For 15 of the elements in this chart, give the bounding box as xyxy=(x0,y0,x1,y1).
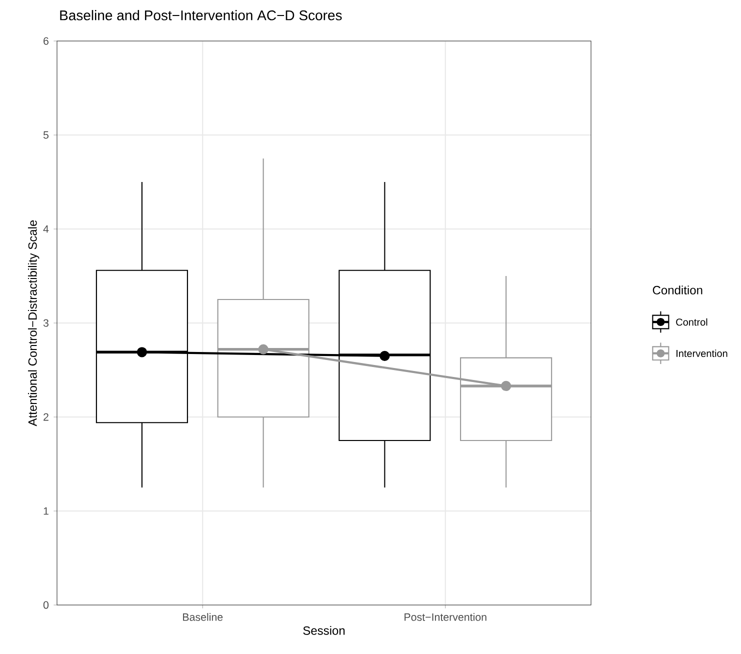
y-axis-title: Attentional Control−Distractibility Scale xyxy=(28,220,40,426)
legend-label: Control xyxy=(676,318,708,326)
legend-title: Condition xyxy=(652,286,702,294)
y-tick-label: 6 xyxy=(44,37,48,45)
y-tick-label: 1 xyxy=(44,507,48,515)
y-tick-label: 3 xyxy=(43,319,48,327)
y-tick-label: 5 xyxy=(43,131,49,139)
x-axis-title: Session xyxy=(303,626,345,635)
y-tick-label: 4 xyxy=(43,225,49,233)
y-tick-label: 2 xyxy=(44,413,48,421)
legend-label: Intervention xyxy=(676,350,728,358)
chart-title: Baseline and Post−Intervention AC−D Scores xyxy=(60,10,342,20)
x-tick-label: Baseline xyxy=(183,613,223,621)
x-tick-label: Post−Intervention xyxy=(404,613,486,621)
y-tick-label: 0 xyxy=(43,601,49,609)
